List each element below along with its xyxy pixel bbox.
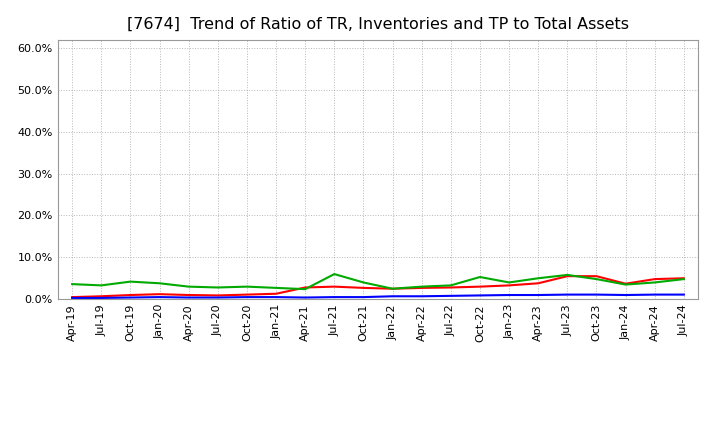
Inventories [592, 292, 600, 297]
Trade Payables [97, 283, 106, 288]
Trade Receivables [97, 293, 106, 299]
Line: Trade Payables: Trade Payables [72, 274, 684, 289]
Inventories [388, 293, 397, 299]
Trade Payables [563, 272, 572, 278]
Trade Receivables [271, 291, 280, 297]
Trade Payables [388, 286, 397, 291]
Trade Receivables [388, 286, 397, 291]
Trade Payables [156, 281, 164, 286]
Trade Receivables [680, 275, 688, 281]
Trade Receivables [330, 284, 338, 289]
Trade Receivables [68, 294, 76, 300]
Trade Receivables [243, 292, 251, 297]
Trade Receivables [505, 283, 513, 288]
Trade Payables [650, 280, 659, 285]
Trade Payables [243, 284, 251, 289]
Title: [7674]  Trend of Ratio of TR, Inventories and TP to Total Assets: [7674] Trend of Ratio of TR, Inventories… [127, 16, 629, 32]
Inventories [534, 292, 543, 297]
Inventories [184, 295, 193, 300]
Trade Payables [680, 276, 688, 282]
Trade Receivables [650, 276, 659, 282]
Inventories [330, 294, 338, 300]
Trade Receivables [418, 285, 426, 290]
Trade Payables [418, 284, 426, 289]
Inventories [418, 293, 426, 299]
Trade Payables [330, 271, 338, 277]
Inventories [213, 295, 222, 300]
Inventories [271, 294, 280, 300]
Trade Receivables [156, 292, 164, 297]
Inventories [156, 294, 164, 300]
Trade Receivables [213, 293, 222, 298]
Inventories [243, 294, 251, 300]
Trade Payables [126, 279, 135, 284]
Trade Receivables [126, 292, 135, 297]
Inventories [476, 293, 485, 298]
Inventories [97, 295, 106, 301]
Trade Payables [184, 284, 193, 289]
Inventories [359, 294, 368, 300]
Trade Payables [213, 285, 222, 290]
Trade Receivables [301, 285, 310, 290]
Inventories [621, 292, 630, 297]
Trade Receivables [621, 281, 630, 286]
Trade Payables [301, 286, 310, 292]
Inventories [301, 295, 310, 300]
Trade Payables [534, 275, 543, 281]
Inventories [563, 292, 572, 297]
Inventories [68, 295, 76, 301]
Trade Payables [476, 275, 485, 280]
Inventories [446, 293, 455, 298]
Trade Payables [446, 283, 455, 288]
Inventories [650, 292, 659, 297]
Inventories [680, 292, 688, 297]
Trade Payables [68, 282, 76, 287]
Inventories [505, 292, 513, 297]
Line: Trade Receivables: Trade Receivables [72, 276, 684, 297]
Trade Receivables [184, 292, 193, 297]
Line: Inventories: Inventories [72, 295, 684, 298]
Trade Receivables [359, 285, 368, 290]
Trade Receivables [534, 281, 543, 286]
Trade Receivables [592, 274, 600, 279]
Trade Payables [592, 276, 600, 282]
Trade Receivables [476, 284, 485, 289]
Trade Receivables [563, 274, 572, 279]
Trade Payables [621, 282, 630, 287]
Trade Receivables [446, 285, 455, 290]
Inventories [126, 295, 135, 300]
Trade Payables [271, 285, 280, 290]
Trade Payables [359, 280, 368, 285]
Trade Payables [505, 280, 513, 285]
